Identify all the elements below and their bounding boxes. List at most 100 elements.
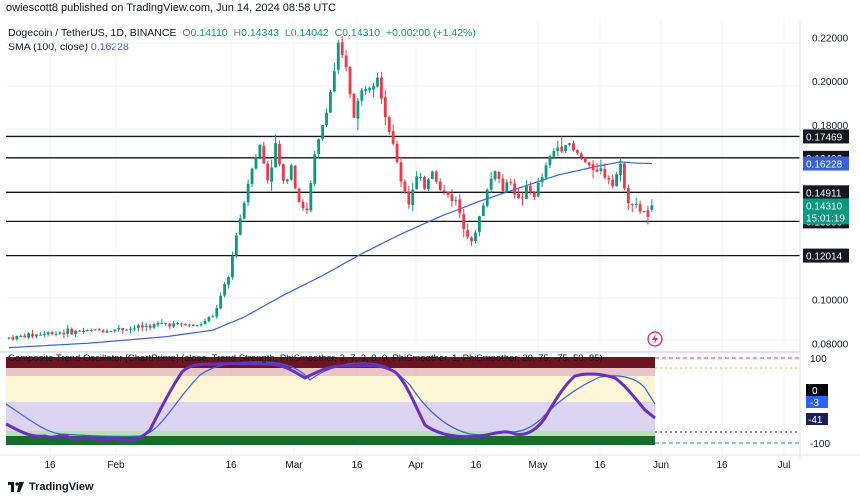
- candle[interactable]: [587, 161, 591, 168]
- candle[interactable]: [364, 85, 368, 95]
- candle[interactable]: [219, 292, 223, 310]
- candle[interactable]: [611, 174, 615, 189]
- oscillator-label[interactable]: Composite Trend Oscillator [ChartPrime] …: [8, 353, 603, 364]
- candle[interactable]: [630, 203, 634, 213]
- candle[interactable]: [7, 336, 11, 340]
- candle[interactable]: [246, 179, 250, 206]
- oscillator-pane[interactable]: [5, 357, 800, 445]
- candle[interactable]: [93, 329, 97, 331]
- candle[interactable]: [215, 305, 219, 319]
- candle[interactable]: [58, 331, 62, 335]
- candle[interactable]: [607, 175, 611, 185]
- candle[interactable]: [278, 140, 281, 167]
- candle[interactable]: [160, 319, 164, 325]
- candle[interactable]: [74, 329, 78, 337]
- candle[interactable]: [207, 316, 211, 323]
- candle[interactable]: [242, 201, 246, 220]
- candle[interactable]: [481, 202, 485, 216]
- candle[interactable]: [11, 335, 15, 341]
- candle[interactable]: [325, 108, 328, 128]
- candle[interactable]: [556, 141, 560, 157]
- candle[interactable]: [540, 173, 544, 188]
- candle[interactable]: [172, 320, 176, 329]
- candle[interactable]: [564, 145, 568, 154]
- candle[interactable]: [317, 138, 321, 158]
- candle[interactable]: [427, 178, 430, 192]
- candle[interactable]: [368, 86, 372, 94]
- candle[interactable]: [434, 170, 438, 184]
- candle[interactable]: [638, 200, 642, 215]
- candle[interactable]: [603, 163, 607, 180]
- candle[interactable]: [109, 330, 113, 333]
- candle[interactable]: [266, 161, 270, 184]
- candle[interactable]: [46, 331, 50, 337]
- candle[interactable]: [560, 136, 564, 154]
- candle[interactable]: [191, 323, 195, 326]
- candle[interactable]: [395, 140, 399, 164]
- candle[interactable]: [156, 321, 160, 328]
- candle[interactable]: [411, 182, 415, 212]
- candle[interactable]: [168, 322, 172, 329]
- candle[interactable]: [262, 141, 266, 165]
- candle[interactable]: [403, 179, 407, 194]
- candle[interactable]: [227, 275, 230, 289]
- candle[interactable]: [140, 321, 144, 332]
- candle[interactable]: [78, 329, 81, 332]
- candle[interactable]: [352, 92, 356, 118]
- candle[interactable]: [391, 124, 395, 146]
- candle[interactable]: [423, 175, 426, 191]
- candle[interactable]: [148, 323, 152, 331]
- candle[interactable]: [383, 89, 387, 126]
- candle[interactable]: [35, 334, 38, 339]
- candle[interactable]: [454, 196, 458, 206]
- candle[interactable]: [19, 334, 23, 338]
- candle[interactable]: [387, 115, 391, 135]
- candle[interactable]: [86, 329, 89, 332]
- candle[interactable]: [521, 192, 524, 206]
- candle[interactable]: [623, 162, 626, 191]
- candle[interactable]: [223, 282, 226, 298]
- candle[interactable]: [548, 154, 552, 169]
- candle[interactable]: [321, 124, 324, 141]
- candle[interactable]: [184, 323, 187, 326]
- candle[interactable]: [576, 149, 579, 155]
- candle[interactable]: [493, 170, 497, 182]
- candle[interactable]: [505, 179, 509, 192]
- candle[interactable]: [579, 151, 583, 161]
- candle[interactable]: [289, 163, 293, 182]
- candle[interactable]: [164, 322, 168, 326]
- candle[interactable]: [309, 180, 313, 213]
- candle[interactable]: [282, 163, 285, 185]
- candle[interactable]: [27, 332, 30, 340]
- candle[interactable]: [599, 159, 603, 175]
- candle[interactable]: [442, 184, 446, 195]
- candle[interactable]: [301, 199, 305, 211]
- candle[interactable]: [101, 328, 105, 333]
- candle[interactable]: [528, 181, 532, 195]
- candle[interactable]: [66, 324, 70, 338]
- candle[interactable]: [234, 232, 238, 258]
- candle[interactable]: [238, 214, 242, 236]
- candle[interactable]: [117, 324, 121, 332]
- candle[interactable]: [176, 321, 179, 325]
- candle[interactable]: [211, 314, 215, 318]
- candle[interactable]: [399, 157, 403, 187]
- candle[interactable]: [70, 327, 74, 335]
- candle[interactable]: [285, 178, 289, 184]
- candle[interactable]: [380, 71, 383, 105]
- candle[interactable]: [203, 318, 207, 325]
- candle[interactable]: [344, 49, 348, 72]
- candle[interactable]: [642, 210, 646, 213]
- candle[interactable]: [270, 159, 274, 192]
- candle[interactable]: [50, 331, 54, 336]
- candle[interactable]: [250, 167, 254, 188]
- candle[interactable]: [650, 199, 654, 212]
- candle[interactable]: [105, 328, 109, 333]
- candle[interactable]: [552, 148, 556, 158]
- candle[interactable]: [450, 189, 454, 208]
- candle[interactable]: [646, 205, 650, 225]
- candle[interactable]: [415, 171, 419, 190]
- candle[interactable]: [619, 158, 622, 182]
- lightning-icon[interactable]: [647, 331, 663, 347]
